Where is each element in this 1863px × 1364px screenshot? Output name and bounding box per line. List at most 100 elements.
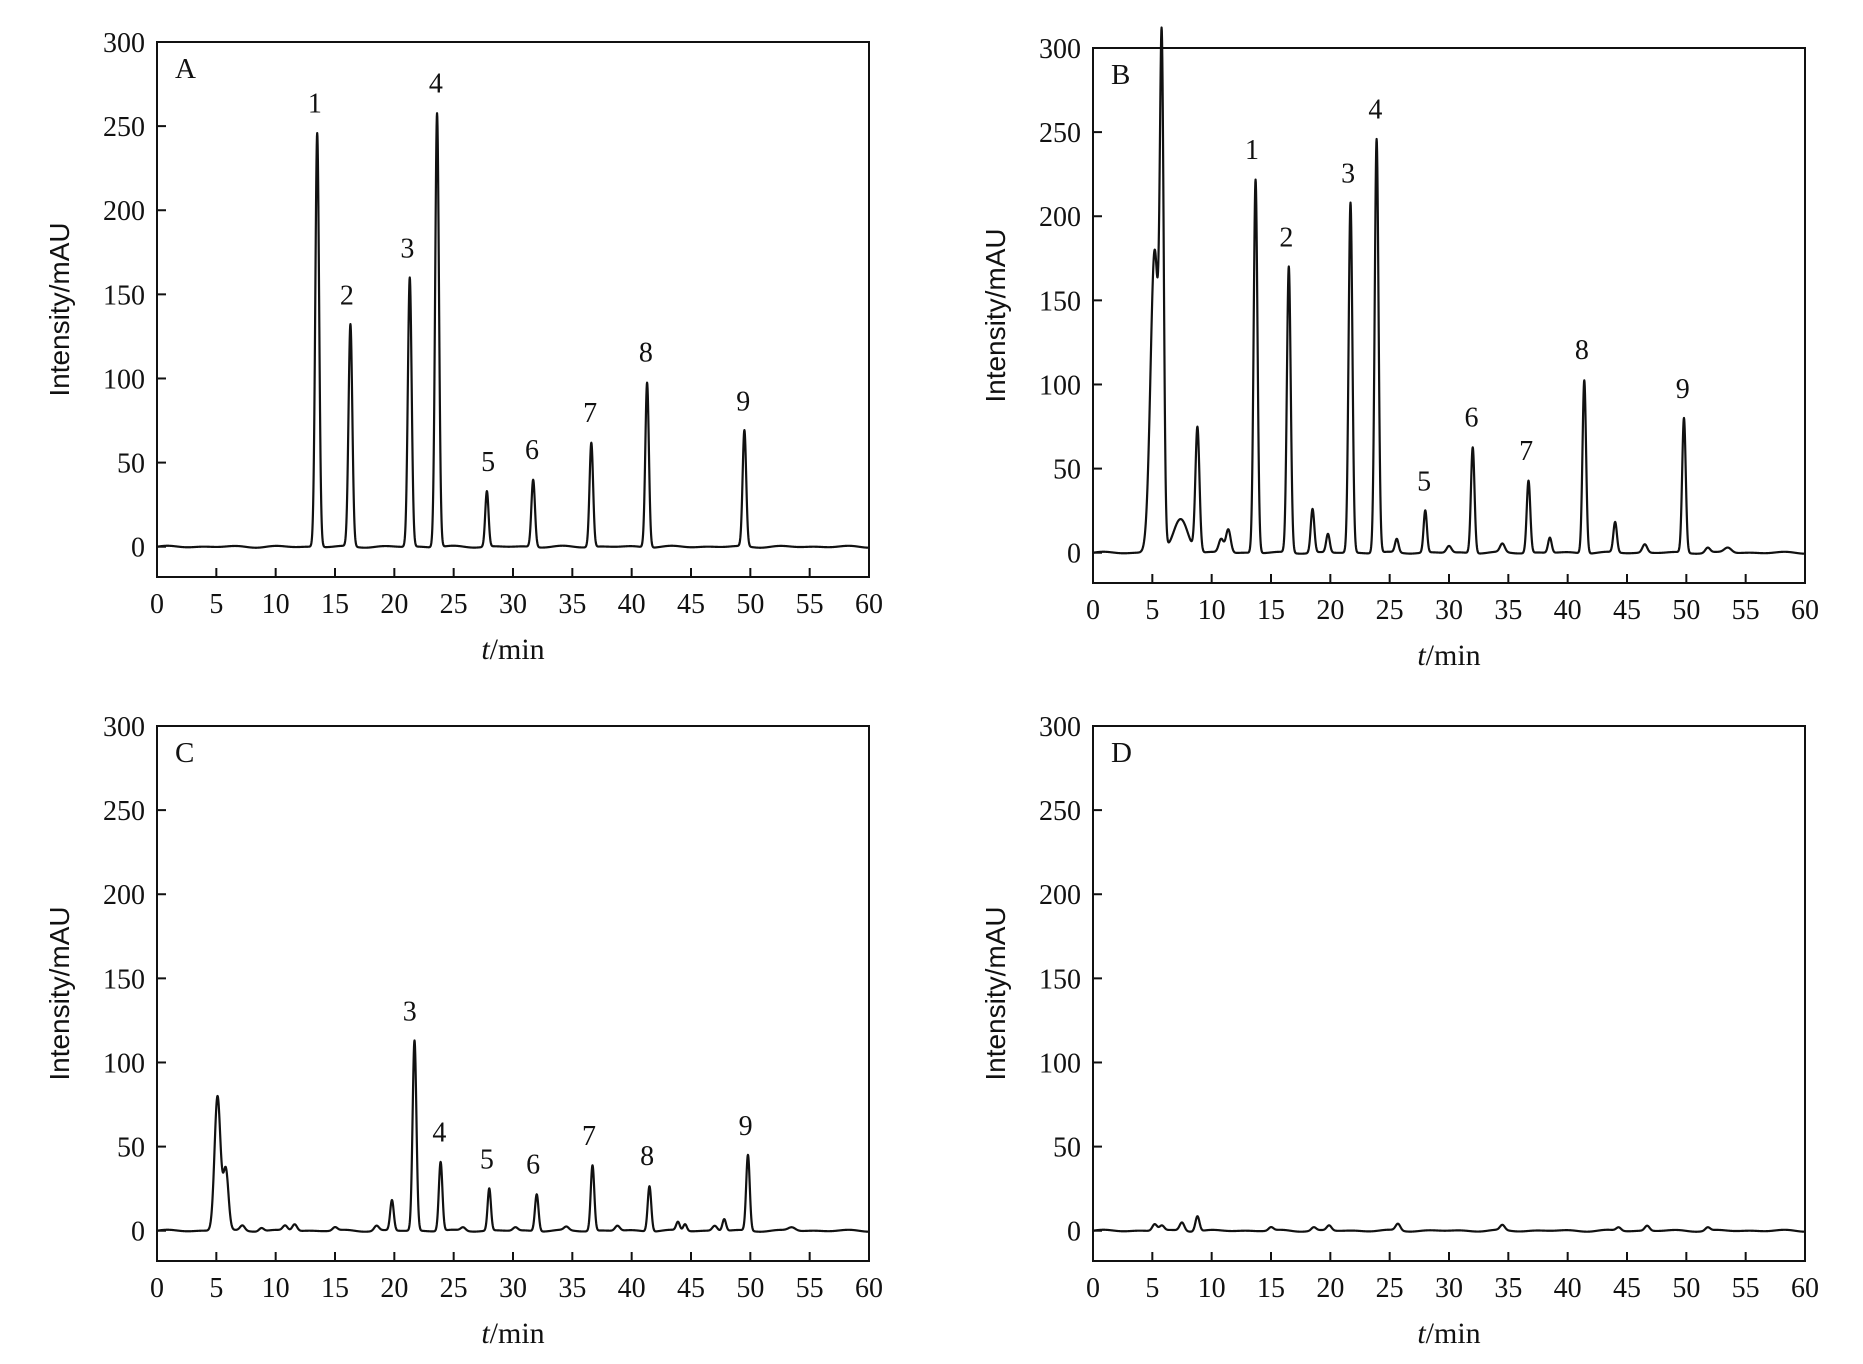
x-tick-label: 45 [1613, 595, 1641, 626]
y-tick-label: 100 [1039, 1048, 1081, 1079]
peak-label: 7 [582, 1121, 596, 1152]
peak-label: 9 [739, 1111, 753, 1142]
y-tick-label: 50 [117, 1133, 145, 1164]
x-tick-label: 25 [1376, 1273, 1404, 1304]
x-tick-label: 15 [321, 1273, 349, 1304]
x-axis-title-unit: /min [1426, 639, 1481, 672]
peak-label: 6 [526, 1150, 540, 1181]
peak-label: 1 [1245, 135, 1259, 166]
x-axis-title-var: t [481, 1317, 490, 1350]
peak-label: 2 [1279, 223, 1293, 254]
panel-label: B [1111, 59, 1130, 91]
y-tick-label: 200 [103, 880, 145, 911]
y-tick-label: 0 [131, 533, 145, 564]
x-axis-title-unit: /min [490, 633, 545, 666]
x-axis-title-var: t [1417, 1317, 1426, 1350]
y-tick-label: 150 [1039, 286, 1081, 317]
x-tick-label: 15 [1257, 595, 1285, 626]
x-tick-label: 20 [380, 1273, 408, 1304]
plot-frame [1092, 725, 1806, 1262]
x-tick-label: 60 [855, 1273, 883, 1304]
y-tick-label: 200 [1039, 880, 1081, 911]
x-axis-title: t/min [481, 633, 544, 666]
x-tick-label: 30 [499, 589, 527, 620]
x-tick-label: 40 [1554, 1273, 1582, 1304]
y-tick-label: 0 [1067, 1217, 1081, 1248]
x-tick-label: 10 [1198, 595, 1226, 626]
x-tick-label: 30 [1435, 595, 1463, 626]
x-tick-label: 50 [1672, 595, 1700, 626]
y-tick-label: 50 [1053, 1133, 1081, 1164]
panel-label: C [175, 737, 194, 769]
x-axis-title-unit: /min [490, 1317, 545, 1350]
chromatogram-trace [156, 1039, 870, 1233]
chromatogram-trace [1092, 26, 1806, 555]
x-axis-title: t/min [1417, 1317, 1480, 1350]
x-tick-label: 0 [150, 1273, 164, 1304]
x-tick-label: 50 [736, 1273, 764, 1304]
x-tick-label: 55 [1732, 595, 1760, 626]
y-tick-label: 300 [103, 712, 145, 743]
y-tick-label: 250 [1039, 796, 1081, 827]
x-tick-label: 60 [855, 589, 883, 620]
panel-label: D [1111, 737, 1132, 769]
x-tick-label: 5 [1145, 595, 1159, 626]
y-tick-label: 150 [103, 964, 145, 995]
peak-label: 3 [400, 233, 414, 264]
chromatogram-panel-c: 0 5 10 15 20 25 30 35 40 45 50 55 600501001502002503… [44, 712, 883, 1350]
x-tick-label: 50 [1672, 1273, 1700, 1304]
y-tick-label: 0 [1067, 539, 1081, 570]
x-tick-label: 50 [736, 589, 764, 620]
peak-label: 4 [432, 1118, 446, 1149]
x-tick-label: 10 [262, 589, 290, 620]
x-tick-label: 40 [618, 1273, 646, 1304]
x-tick-label: 40 [618, 589, 646, 620]
x-tick-label: 0 [1086, 1273, 1100, 1304]
y-tick-label: 300 [1039, 712, 1081, 743]
x-tick-label: 5 [209, 589, 223, 620]
x-axis-title-var: t [1417, 639, 1426, 672]
chromatogram-panel-a: 0 5 10 15 20 25 30 35 40 45 50 55 600501001502002503… [44, 28, 883, 666]
x-tick-label: 55 [796, 1273, 824, 1304]
x-tick-label: 35 [558, 1273, 586, 1304]
y-axis-title: Intensity/mAU [44, 906, 75, 1080]
peak-label: 3 [403, 996, 417, 1027]
y-tick-label: 150 [1039, 964, 1081, 995]
x-tick-label: 25 [440, 589, 468, 620]
x-tick-label: 25 [440, 1273, 468, 1304]
chromatogram-panel-d: 0 5 10 15 20 25 30 35 40 45 50 55 60 0 50 100 150 200 250 3… [980, 712, 1819, 1350]
peak-label: 8 [640, 1141, 654, 1172]
x-tick-label: 55 [1732, 1273, 1760, 1304]
x-tick-label: 45 [677, 589, 705, 620]
y-tick-label: 250 [103, 112, 145, 143]
x-tick-label: 60 [1791, 595, 1819, 626]
x-tick-label: 15 [1257, 1273, 1285, 1304]
peak-label: 9 [736, 386, 750, 417]
x-axis-title-unit: /min [1426, 1317, 1481, 1350]
y-axis-title: Intensity/mAU [44, 222, 75, 396]
peak-label: 8 [1575, 335, 1589, 366]
x-tick-label: 0 [150, 589, 164, 620]
x-axis-title: t/min [1417, 639, 1480, 672]
peak-label: 1 [308, 89, 322, 120]
x-tick-label: 35 [558, 589, 586, 620]
y-axis-title: Intensity/mAU [980, 228, 1011, 402]
plot-frame [156, 41, 870, 578]
peak-label: 7 [583, 398, 597, 429]
x-tick-label: 55 [796, 589, 824, 620]
y-tick-label: 50 [1053, 455, 1081, 486]
y-tick-label: 100 [103, 364, 145, 395]
x-tick-label: 20 [1316, 595, 1344, 626]
panel-label: A [175, 53, 196, 85]
y-tick-label: 200 [1039, 202, 1081, 233]
y-tick-label: 100 [1039, 370, 1081, 401]
y-tick-label: 150 [103, 280, 145, 311]
x-tick-label: 30 [499, 1273, 527, 1304]
peak-label: 2 [340, 280, 354, 311]
x-tick-label: 45 [1613, 1273, 1641, 1304]
x-tick-label: 15 [321, 589, 349, 620]
y-tick-label: 100 [103, 1048, 145, 1079]
peak-label: 9 [1676, 374, 1690, 405]
x-axis-title: t/min [481, 1317, 544, 1350]
